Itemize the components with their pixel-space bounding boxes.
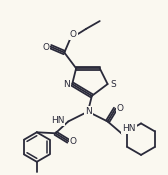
Text: S: S [111, 80, 116, 89]
Text: O: O [70, 137, 77, 146]
Text: N: N [86, 107, 92, 116]
Text: N: N [63, 80, 70, 89]
Text: O: O [117, 104, 124, 113]
Text: O: O [42, 43, 49, 52]
Text: HN: HN [122, 124, 136, 133]
Text: O: O [70, 30, 77, 39]
Text: HN: HN [51, 116, 64, 125]
